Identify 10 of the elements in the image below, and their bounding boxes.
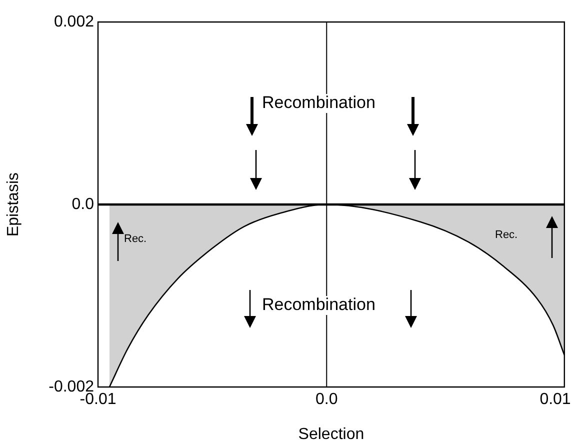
x-axis-title: Selection (298, 426, 364, 443)
x-tick-label: 0.0 (316, 391, 338, 408)
annotation: Recombination (262, 93, 376, 113)
annotation: Rec. (495, 229, 518, 242)
x-tick-label: 0.01 (540, 391, 571, 408)
y-tick-label: 0.002 (54, 13, 94, 30)
annotation: Recombination (262, 295, 376, 315)
y-tick-label: 0.0 (72, 196, 94, 213)
y-axis-title: Epistasis (5, 172, 22, 237)
annotation: Rec. (124, 233, 147, 246)
